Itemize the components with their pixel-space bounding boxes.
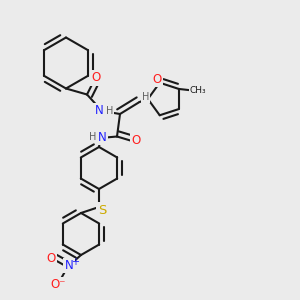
Text: H: H	[106, 106, 113, 116]
Text: N: N	[94, 104, 103, 118]
Text: H: H	[142, 92, 149, 102]
Text: N: N	[64, 259, 74, 272]
Text: +: +	[71, 256, 79, 267]
Text: N: N	[98, 130, 106, 144]
Text: CH₃: CH₃	[189, 86, 206, 95]
Text: H: H	[89, 132, 97, 142]
Text: O⁻: O⁻	[51, 278, 66, 291]
Text: O: O	[92, 71, 100, 85]
Text: S: S	[98, 203, 106, 217]
Text: O: O	[152, 73, 161, 86]
Text: O: O	[131, 134, 140, 148]
Text: O: O	[46, 251, 56, 265]
